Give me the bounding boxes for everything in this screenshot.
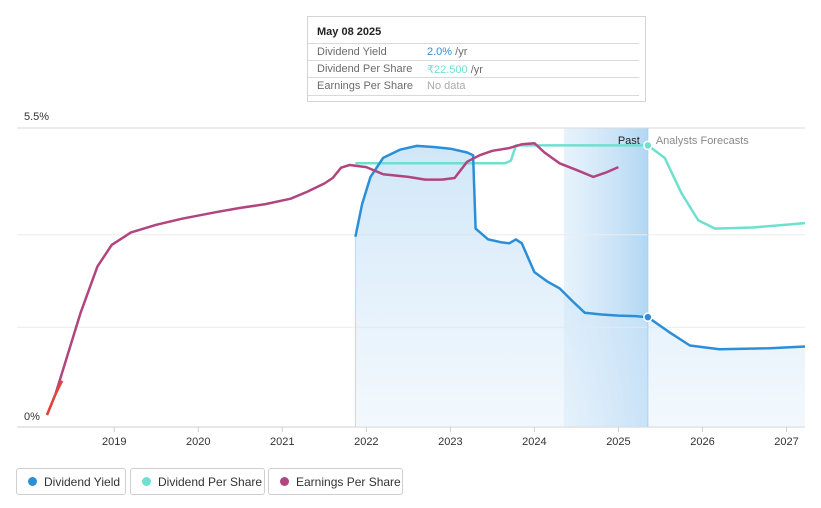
y-tick-label: 5.5% bbox=[24, 111, 49, 123]
tooltip-row-earnings-per-share: Earnings Per Share No data bbox=[308, 77, 639, 96]
x-tick-label: 2020 bbox=[186, 436, 210, 448]
x-tick-label: 2021 bbox=[270, 436, 294, 448]
tooltip-label: Earnings Per Share bbox=[317, 80, 413, 92]
legend-label: Earnings Per Share bbox=[296, 475, 401, 489]
legend-dot-icon bbox=[142, 477, 151, 486]
x-tick-label: 2025 bbox=[606, 436, 630, 448]
y-tick-label: 0% bbox=[24, 411, 40, 423]
legend-dividend-per-share[interactable]: Dividend Per Share bbox=[130, 468, 265, 495]
dividend-yield-area bbox=[355, 145, 805, 427]
legend-dividend-yield[interactable]: Dividend Yield bbox=[16, 468, 126, 495]
tooltip-value: ₹22.500 /yr bbox=[427, 64, 483, 76]
x-tick-label: 2026 bbox=[690, 436, 714, 448]
dividend-per-share-line bbox=[355, 144, 806, 230]
past-label: Past bbox=[618, 135, 640, 147]
x-tick-label: 2027 bbox=[774, 436, 798, 448]
tooltip-value: No data bbox=[427, 80, 466, 92]
x-tick-label: 2023 bbox=[438, 436, 462, 448]
dividend-yield-marker bbox=[643, 312, 653, 322]
hover-tooltip: May 08 2025 Dividend Yield 2.0% /yr Divi… bbox=[307, 16, 646, 102]
legend-label: Dividend Yield bbox=[44, 475, 121, 489]
tooltip-label: Dividend Yield bbox=[317, 46, 387, 58]
x-tick-label: 2022 bbox=[354, 436, 378, 448]
earnings-per-share-negative-segment bbox=[45, 380, 64, 416]
tooltip-date: May 08 2025 bbox=[317, 26, 382, 38]
x-tick-label: 2024 bbox=[522, 436, 546, 448]
tooltip-row-dividend-yield: Dividend Yield 2.0% /yr bbox=[308, 43, 639, 61]
tooltip-row-dividend-per-share: Dividend Per Share ₹22.500 /yr bbox=[308, 60, 639, 78]
dividend-per-share-marker bbox=[643, 140, 653, 151]
tooltip-value: 2.0% /yr bbox=[427, 46, 468, 58]
legend-dot-icon bbox=[28, 477, 37, 486]
legend-earnings-per-share[interactable]: Earnings Per Share bbox=[268, 468, 403, 495]
tooltip-label: Dividend Per Share bbox=[317, 63, 413, 75]
legend-label: Dividend Per Share bbox=[158, 475, 263, 489]
x-tick-label: 2019 bbox=[102, 436, 126, 448]
earnings-per-share-line bbox=[45, 141, 619, 416]
forecast-label: Analysts Forecasts bbox=[656, 135, 749, 147]
legend-dot-icon bbox=[280, 477, 289, 486]
